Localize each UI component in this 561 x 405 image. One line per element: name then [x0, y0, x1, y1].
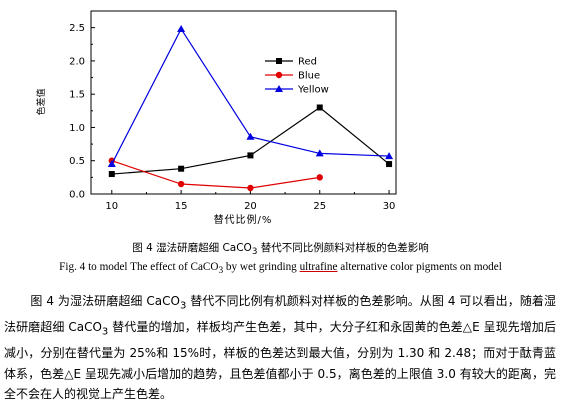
- y-tick-label: 2.5: [69, 23, 85, 34]
- data-point-yellow: [385, 152, 394, 160]
- paragraph-text-1: 图 4 为湿法研磨超细 CaCO: [30, 294, 180, 308]
- x-tick-label: 30: [383, 201, 396, 212]
- data-point-red: [108, 171, 115, 178]
- caption-en-text-mid: by wet grinding: [223, 261, 300, 273]
- plot-frame: [90, 10, 397, 195]
- caption-zh-text-end: 替代不同比例颜料对样板的色差影响: [257, 242, 429, 254]
- legend-marker-red: [276, 58, 282, 64]
- series-yellow: [107, 24, 394, 168]
- y-tick-label: 1.0: [69, 123, 85, 134]
- data-point-yellow: [177, 24, 186, 32]
- caption-zh-text: 图 4 湿法研磨超细 CaCO: [132, 242, 252, 254]
- paragraph-subscript-1: 3: [179, 300, 187, 312]
- paragraph-subscript-2: 3: [101, 326, 109, 338]
- y-tick-label: 2.0: [69, 56, 85, 67]
- data-point-yellow: [246, 132, 255, 140]
- data-point-blue: [247, 184, 254, 192]
- caption-en-underlined-word: ultrafine: [299, 261, 338, 273]
- legend-marker-blue: [275, 71, 283, 79]
- series-line-red: [111, 106, 390, 175]
- data-point-red: [247, 152, 254, 159]
- legend-label-yellow: Yellow: [297, 85, 329, 96]
- data-point-yellow: [107, 160, 116, 168]
- data-point-yellow: [315, 149, 324, 157]
- y-tick-label: 1.5: [69, 90, 85, 101]
- series-line-blue: [111, 160, 320, 189]
- data-point-blue: [316, 174, 323, 181]
- x-tick-label: 15: [175, 201, 188, 212]
- caption-en-text: Fig. 4 to model The effect of CaCO: [59, 261, 219, 273]
- caption-en-text-end: alternative color pigments on model: [337, 261, 502, 273]
- figure-caption-english: Fig. 4 to model The effect of CaCO3 by w…: [0, 260, 561, 278]
- legend-marker-yellow: [275, 85, 283, 92]
- legend-label-red: Red: [298, 57, 317, 68]
- x-tick-label: 10: [105, 201, 118, 212]
- effect-chart: 0.0 0.5 1.0 1.5 2.0 2.5 10 15 20 25 30 色差值 替代比例/%…: [35, 10, 397, 226]
- series-line-yellow: [111, 27, 390, 165]
- y-tick-label: 0.5: [69, 156, 85, 167]
- data-point-red: [178, 165, 185, 172]
- x-axis-ticks: 10 15 20 25 30: [105, 190, 395, 212]
- caption-zh-subscript: 3: [251, 247, 258, 258]
- figure-caption-chinese: 图 4 湿法研磨超细 CaCO3 替代不同比例颜料对样板的色差影响: [0, 241, 561, 259]
- legend: Red Blue Yellow: [265, 57, 329, 96]
- data-point-blue: [177, 180, 185, 188]
- series-red: [108, 104, 393, 178]
- y-tick-label: 0.0: [69, 190, 85, 201]
- x-tick-label: 20: [244, 201, 257, 212]
- caption-en-subscript: 3: [218, 266, 224, 277]
- y-axis-label: 色差值: [35, 88, 47, 115]
- paragraph-text-2: 替代不同比例有机颜料对样板的色差影响。从图 4 可以看出，随着湿法研磨超细 Ca…: [4, 294, 556, 334]
- x-tick-label: 25: [313, 201, 326, 212]
- series-layer: [107, 24, 394, 192]
- body-paragraph: 图 4 为湿法研磨超细 CaCO3 替代不同比例有机颜料对样板的色差影响。从图 …: [4, 291, 556, 405]
- paragraph-text-3: 替代量的增加，样板均产生色差，其中，大分子红和永固黄的色差△E 呈现先增加后减小…: [4, 319, 556, 402]
- data-point-red: [316, 104, 323, 111]
- y-axis-ticks: 0.0 0.5 1.0 1.5 2.0 2.5: [69, 23, 95, 201]
- x-axis-label: 替代比例/%: [214, 213, 273, 226]
- data-point-red: [386, 161, 393, 168]
- legend-label-blue: Blue: [298, 71, 320, 82]
